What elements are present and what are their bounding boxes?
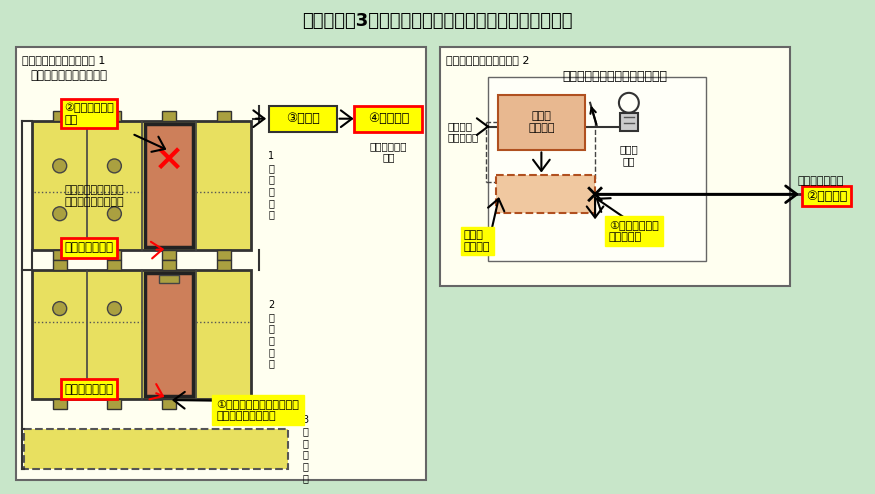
Text: ①トランジスタ
の動作不良: ①トランジスタ の動作不良 bbox=[609, 220, 659, 242]
Bar bbox=[108, 260, 122, 270]
Bar bbox=[217, 111, 231, 121]
Bar bbox=[159, 275, 178, 283]
Text: 2
段
目
ラ
ッ
ク: 2 段 目 ラ ッ ク bbox=[268, 300, 274, 369]
Circle shape bbox=[108, 302, 122, 316]
Text: カード引抜き
信号: カード引抜き 信号 bbox=[369, 141, 407, 163]
Bar bbox=[498, 95, 585, 150]
Text: 過電流
出力回路: 過電流 出力回路 bbox=[464, 230, 490, 251]
Bar bbox=[217, 399, 231, 409]
Bar bbox=[108, 250, 122, 260]
Bar bbox=[217, 260, 231, 270]
Bar bbox=[354, 106, 422, 131]
Text: 3
段
目
ラ
ッ
ク: 3 段 目 ラ ッ ク bbox=[303, 415, 309, 483]
Bar bbox=[269, 106, 337, 131]
Circle shape bbox=[52, 207, 66, 221]
Bar bbox=[32, 270, 251, 399]
Bar bbox=[32, 121, 251, 250]
Bar bbox=[108, 399, 122, 409]
Text: ②信号発信: ②信号発信 bbox=[806, 190, 847, 203]
Bar bbox=[162, 111, 176, 121]
Circle shape bbox=[52, 159, 66, 173]
Text: ③回路断: ③回路断 bbox=[286, 112, 319, 125]
Text: （中央制御室）: （中央制御室） bbox=[798, 176, 844, 186]
Text: 伊方発電所3号機　原子炉補機シーケンス盤概略系統図: 伊方発電所3号機 原子炉補機シーケンス盤概略系統図 bbox=[302, 12, 572, 30]
Bar bbox=[162, 250, 176, 260]
Circle shape bbox=[52, 302, 66, 316]
Bar bbox=[495, 175, 595, 213]
Bar bbox=[52, 399, 66, 409]
Bar bbox=[162, 399, 176, 409]
Text: ロジック
カードより: ロジック カードより bbox=[448, 121, 480, 142]
Bar bbox=[162, 260, 176, 270]
Bar bbox=[217, 250, 231, 260]
Bar bbox=[487, 77, 706, 261]
Text: タイマーカード: タイマーカード bbox=[64, 242, 113, 254]
Bar bbox=[144, 273, 193, 396]
Circle shape bbox=[108, 159, 122, 173]
Bar bbox=[620, 113, 638, 130]
Text: 電磁弁
電源: 電磁弁 電源 bbox=[620, 145, 638, 166]
Bar bbox=[108, 111, 122, 121]
Bar bbox=[52, 260, 66, 270]
Text: ①抜差し時に一時的に電源
回路と接触して短絡: ①抜差し時に一時的に電源 回路と接触して短絡 bbox=[216, 399, 299, 421]
Text: 過電流
検出回路: 過電流 検出回路 bbox=[528, 111, 555, 133]
Text: カード挿入で「接」
カード引抜で「断」: カード挿入で「接」 カード引抜で「断」 bbox=[64, 185, 124, 207]
Text: パワーインターフェースカード: パワーインターフェースカード bbox=[563, 71, 668, 83]
Bar bbox=[52, 250, 66, 260]
Text: 1
段
目
ラ
ッ
ク: 1 段 目 ラ ッ ク bbox=[268, 151, 274, 219]
Bar bbox=[24, 429, 288, 469]
Text: 原子炉補機シーケンス盤 1: 原子炉補機シーケンス盤 1 bbox=[23, 55, 106, 65]
Text: 原子炉補機シーケンス盤 2: 原子炉補機シーケンス盤 2 bbox=[446, 55, 529, 65]
Text: カード引抜状態確認回路: カード引抜状態確認回路 bbox=[31, 69, 108, 82]
Bar bbox=[144, 124, 193, 247]
Bar bbox=[440, 47, 790, 286]
Text: ④信号発信: ④信号発信 bbox=[368, 112, 409, 125]
Text: 警報監視カード: 警報監視カード bbox=[64, 382, 113, 396]
Circle shape bbox=[108, 207, 122, 221]
Text: ②過電流により
断線: ②過電流により 断線 bbox=[64, 103, 114, 124]
Bar bbox=[17, 47, 426, 480]
Bar bbox=[52, 111, 66, 121]
